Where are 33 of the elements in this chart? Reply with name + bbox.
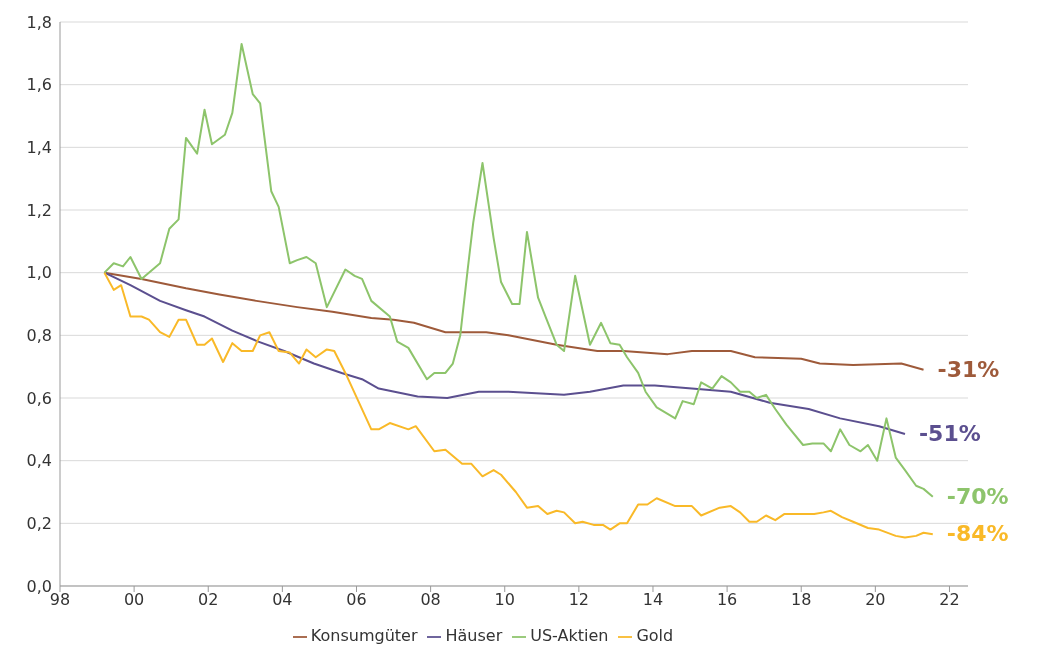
y-tick-label: 1,8 [26, 12, 52, 32]
x-tick-label: 18 [791, 590, 812, 610]
legend-label: Häuser [445, 626, 503, 645]
x-tick-label: 00 [123, 590, 145, 610]
annotation: -84% [946, 521, 1009, 547]
x-tick-label: 14 [642, 590, 664, 610]
annotation: -51% [919, 421, 981, 447]
y-tick-label: 0,8 [26, 326, 52, 346]
annotation: -70% [946, 483, 1009, 509]
y-tick-label: 1,0 [26, 263, 52, 283]
x-tick-label: 06 [346, 590, 367, 610]
line-series [103, 271, 906, 436]
x-tick-label: 12 [568, 590, 590, 610]
annotation: -31% [937, 356, 1000, 382]
y-tick-label: 1,4 [26, 138, 52, 158]
x-tick-label: 10 [494, 590, 515, 610]
legend-label: Konsumgüter [310, 626, 418, 645]
x-tick-label: 02 [198, 590, 219, 610]
y-tick-label: 0,6 [26, 388, 52, 408]
x-tick-label: 08 [420, 590, 441, 610]
y-tick-label: 0,2 [26, 514, 52, 534]
y-tick-label: 1,2 [26, 200, 52, 220]
y-tick-label: 0,0 [26, 576, 52, 596]
y-tick-label: 1,6 [26, 75, 52, 95]
x-tick-label: 16 [716, 590, 738, 610]
x-tick-label: 20 [865, 590, 886, 610]
y-tick-label: 0,4 [26, 451, 52, 471]
legend-label: Gold [636, 626, 674, 645]
x-tick-label: 22 [939, 590, 960, 610]
line-series [103, 271, 925, 371]
legend-label: US-Aktien [530, 626, 609, 645]
x-tick-label: 04 [272, 590, 293, 610]
x-tick-label: 98 [49, 590, 71, 610]
